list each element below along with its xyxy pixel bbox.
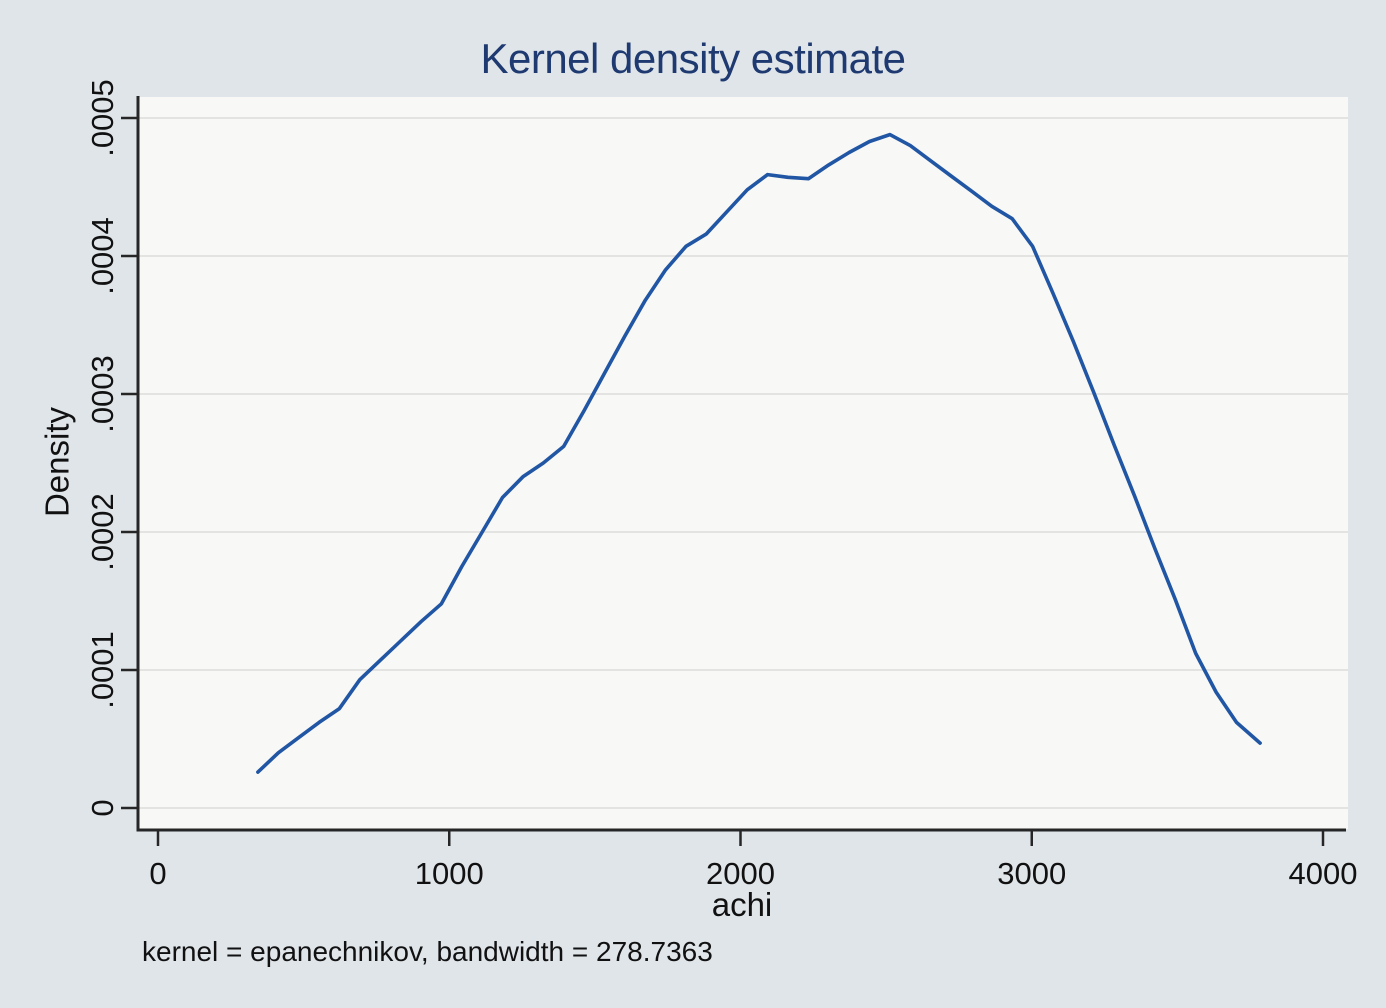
y-axis-title: Density — [38, 406, 76, 518]
x-tick-label: 4000 — [1289, 856, 1358, 891]
x-axis-title: achi — [711, 886, 773, 923]
y-tick-label: 0 — [85, 799, 120, 816]
y-tick-label: .0001 — [85, 631, 120, 709]
y-tick-label: .0003 — [85, 355, 120, 433]
x-tick-label: 3000 — [997, 856, 1066, 891]
chart-note: kernel = epanechnikov, bandwidth = 278.7… — [142, 936, 713, 967]
x-tick-label: 2000 — [706, 856, 775, 891]
density-curve — [256, 132, 1262, 774]
y-tick-label: .0004 — [85, 217, 120, 295]
y-tick-label: .0002 — [85, 493, 120, 571]
plot-area — [137, 97, 1348, 829]
x-tick-label: 0 — [149, 856, 166, 891]
y-tick-label: .0005 — [85, 79, 120, 157]
chart-title: Kernel density estimate — [480, 35, 906, 82]
x-tick-label: 1000 — [415, 856, 484, 891]
